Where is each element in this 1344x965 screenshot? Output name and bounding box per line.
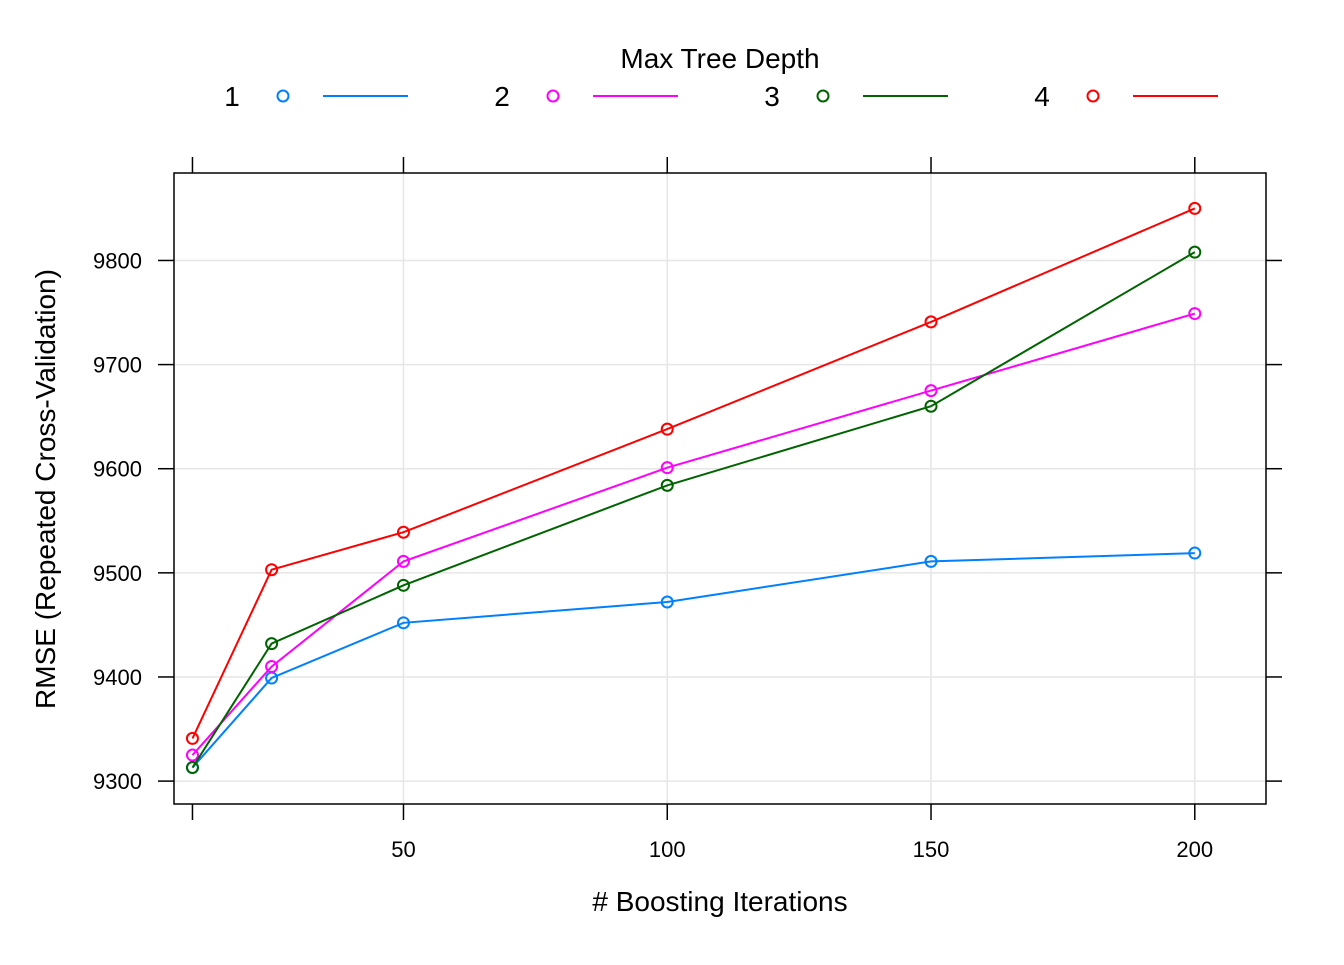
legend-label-3: 3 xyxy=(764,81,780,112)
data-point-2 xyxy=(185,748,199,762)
legend-label-2: 2 xyxy=(494,81,510,112)
data-point-1 xyxy=(660,595,674,609)
series-line-2 xyxy=(191,312,1196,756)
legend-title: Max Tree Depth xyxy=(620,43,819,74)
x-axis-title: # Boosting Iterations xyxy=(592,886,847,917)
data-point-1 xyxy=(396,616,410,630)
data-point-4 xyxy=(396,525,410,539)
data-point-4 xyxy=(265,563,279,577)
x-tick-label: 150 xyxy=(913,837,950,862)
legend-label-1: 1 xyxy=(224,81,240,112)
x-tick-label: 50 xyxy=(391,837,415,862)
y-tick-label: 9700 xyxy=(93,353,142,378)
data-point-4 xyxy=(1188,201,1202,215)
data-point-2 xyxy=(396,554,410,568)
y-tick-label: 9300 xyxy=(93,769,142,794)
data-point-2 xyxy=(924,384,938,398)
series-layer xyxy=(185,201,1202,775)
y-axis-title: RMSE (Repeated Cross-Validation) xyxy=(30,269,61,709)
data-point-3 xyxy=(396,578,410,592)
legend-label-4: 4 xyxy=(1034,81,1050,112)
series-line-4 xyxy=(191,207,1196,739)
data-point-2 xyxy=(265,660,279,674)
data-point-3 xyxy=(924,399,938,413)
data-point-3 xyxy=(185,761,199,775)
legend-point-4 xyxy=(1086,89,1100,103)
y-tick-label: 9800 xyxy=(93,248,142,273)
plot-frame xyxy=(173,172,1267,805)
series-line-3 xyxy=(191,251,1196,769)
data-point-2 xyxy=(660,461,674,475)
legend-point-3 xyxy=(816,89,830,103)
y-tick-label: 9600 xyxy=(93,457,142,482)
series-line-1 xyxy=(191,552,1195,769)
y-tick-label: 9400 xyxy=(93,665,142,690)
y-axis: 9300 9400 9500 9600 9700 9800 xyxy=(93,248,1282,794)
data-point-4 xyxy=(185,731,199,745)
grid xyxy=(174,173,1266,804)
data-point-2 xyxy=(1188,307,1202,321)
legend-point-1 xyxy=(276,89,290,103)
data-point-1 xyxy=(1188,546,1202,560)
data-point-3 xyxy=(265,637,279,651)
data-point-4 xyxy=(660,422,674,436)
x-tick-label: 100 xyxy=(649,837,686,862)
y-tick-label: 9500 xyxy=(93,561,142,586)
x-tick-label: 200 xyxy=(1176,837,1213,862)
data-point-4 xyxy=(924,315,938,329)
data-point-3 xyxy=(1188,245,1202,259)
data-point-3 xyxy=(660,478,674,492)
data-point-1 xyxy=(924,554,938,568)
legend: Max Tree Depth 1 2 3 4 xyxy=(224,43,1218,112)
x-axis: 50 100 150 200 xyxy=(191,157,1213,862)
legend-point-2 xyxy=(546,89,560,103)
